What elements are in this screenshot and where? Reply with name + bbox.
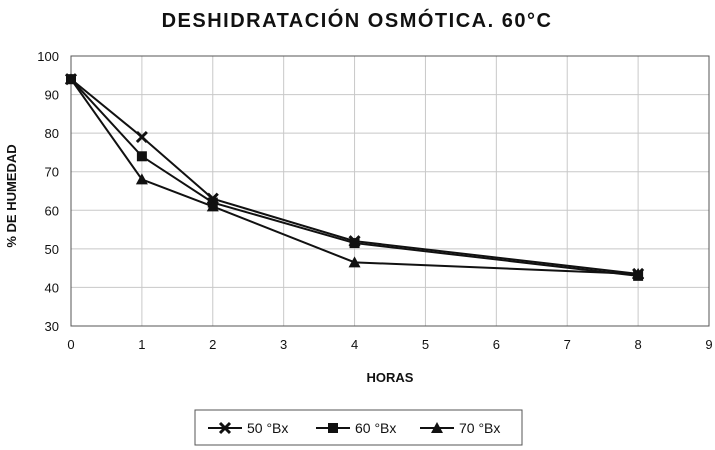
legend-item-2: 60 °Bx [316,420,396,436]
data-point [632,267,645,279]
legend-item-3: 70 °Bx [420,420,500,436]
legend-label: 70 °Bx [459,420,500,436]
x-tick-label: 7 [564,337,571,352]
legend-item-1: 50 °Bx [208,420,288,436]
legend-box [194,409,523,446]
y-tick-label: 60 [45,203,59,218]
x-tick-label: 3 [280,337,287,352]
data-point [135,130,148,144]
plot-area [70,55,710,327]
x-axis: 0 1 2 3 4 5 6 7 8 9 [67,337,712,352]
data-point [349,238,360,249]
y-tick-label: 70 [45,165,59,180]
legend-marker [431,422,443,433]
data-point [135,173,148,185]
chart-title: DESHIDRATACIÓN OSMÓTICA. 60°C [162,8,553,32]
y-tick-label: 90 [45,88,59,103]
legend-marker [218,421,232,435]
data-point [206,200,219,212]
y-axis-label: % DE HUMEDAD [4,144,19,247]
x-axis-label: HORAS [367,370,414,385]
legend-marker [328,423,338,433]
y-tick-label: 80 [45,126,59,141]
grid [70,55,710,327]
x-tick-label: 0 [67,337,74,352]
x-tick-label: 4 [351,337,358,352]
y-tick-label: 40 [45,280,59,295]
series-layer [64,73,645,281]
legend-label: 50 °Bx [247,420,288,436]
x-tick-label: 2 [209,337,216,352]
x-tick-label: 6 [493,337,500,352]
x-tick-label: 9 [705,337,712,352]
data-point [348,256,361,268]
legend: 50 °Bx 60 °Bx 70 °Bx [194,409,523,446]
y-tick-label: 30 [45,319,59,334]
legend-label: 60 °Bx [355,420,396,436]
y-axis: 30 40 50 60 70 80 90 100 [37,49,59,334]
data-point [136,151,147,162]
x-tick-label: 5 [422,337,429,352]
data-point [65,73,77,85]
y-tick-label: 50 [45,242,59,257]
x-tick-label: 1 [138,337,145,352]
y-tick-label: 100 [37,49,59,64]
x-tick-label: 8 [634,337,641,352]
series-3 [65,73,645,279]
